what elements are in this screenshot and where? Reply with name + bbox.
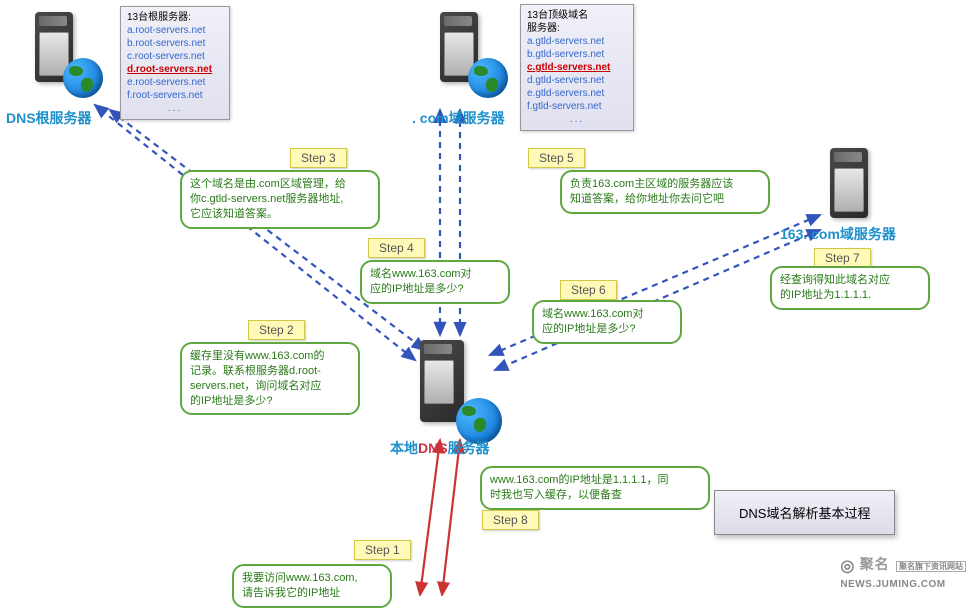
speech-6: 域名www.163.com对 应的IP地址是多少?: [532, 300, 682, 344]
step-2-label: Step 2: [248, 320, 305, 340]
local-server-icon: [420, 340, 464, 422]
step-4-label: Step 4: [368, 238, 425, 258]
step-6-label: Step 6: [560, 280, 617, 300]
arrow-step1: [420, 440, 440, 595]
local-server-label: 本地DNS服务器: [390, 438, 490, 458]
com-server-list: 13台顶级域名 服务器: a.gtld-servers.net b.gtld-s…: [520, 4, 634, 131]
watermark: ◎ 聚名 聚名旗下资讯网站 NEWS.JUMING.COM: [840, 554, 966, 590]
step-8-label: Step 8: [482, 510, 539, 530]
step-7-label: Step 7: [814, 248, 871, 268]
arrow-step8: [442, 440, 460, 595]
speech-1: 我要访问www.163.com, 请告诉我它的IP地址: [232, 564, 392, 608]
step-3-label: Step 3: [290, 148, 347, 168]
caption-box: DNS域名解析基本过程: [714, 490, 895, 535]
speech-4: 域名www.163.com对 应的IP地址是多少?: [360, 260, 510, 304]
163-server-icon: [830, 148, 868, 218]
root-server-icon: [35, 12, 73, 82]
speech-3: 这个域名是由.com区域管理，给 你c.gtld-servers.net服务器地…: [180, 170, 380, 229]
arrow-step3: [110, 110, 425, 350]
speech-5: 负责163.com主区域的服务器应该 知道答案，给你地址你去问它吧: [560, 170, 770, 214]
163-server-label: 163. com域服务器: [780, 224, 896, 244]
step-5-label: Step 5: [528, 148, 585, 168]
com-server-icon: [440, 12, 478, 82]
speech-8: www.163.com的IP地址是1.1.1.1，同 时我也写入缓存，以便备查: [480, 466, 710, 510]
com-server-label: . com域服务器: [412, 108, 505, 128]
speech-2: 缓存里没有www.163.com的 记录。联系根服务器d.root- serve…: [180, 342, 360, 415]
step-1-label: Step 1: [354, 540, 411, 560]
root-server-label: DNS根服务器: [6, 108, 92, 128]
root-server-list: 13台根服务器: a.root-servers.net b.root-serve…: [120, 6, 230, 120]
speech-7: 经查询得知此域名对应 的IP地址为1.1.1.1.: [770, 266, 930, 310]
